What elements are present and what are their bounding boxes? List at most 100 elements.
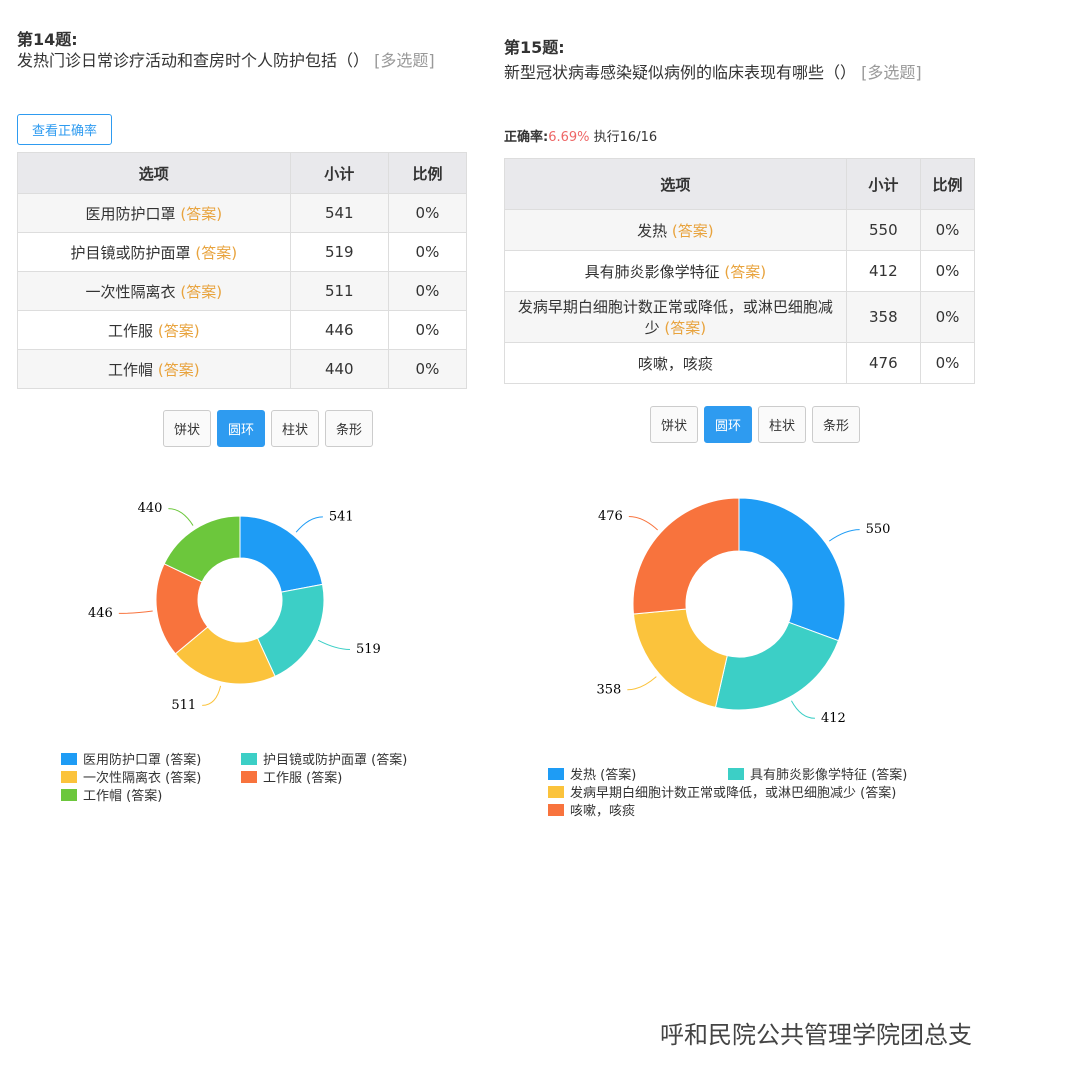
donut-slice: [632, 497, 740, 615]
table-row: 发热 (答案) 550 0%: [504, 209, 976, 251]
accuracy-label: 正确率:: [504, 130, 549, 145]
option-cell: 具有肺炎影像学特征 (答案): [504, 250, 847, 292]
leader-line: [202, 685, 222, 706]
legend-swatch: [241, 753, 257, 765]
legend-label: 发热 (答案): [570, 768, 637, 783]
count-cell: 541: [289, 193, 389, 233]
watermark: 呼和民院公共管理学院团总支: [660, 1021, 972, 1049]
option-text: 具有肺炎影像学特征: [584, 262, 720, 281]
legend-entry: 具有肺炎影像学特征 (答案): [728, 767, 907, 785]
data-label: 550: [866, 522, 891, 537]
data-label: 446: [88, 606, 113, 621]
ratio-cell: 0%: [387, 193, 468, 233]
legend-label: 工作服 (答案): [263, 771, 343, 786]
header-row: 选项 小计 比例: [17, 152, 468, 194]
leader-line: [628, 516, 658, 531]
legend: 发热 (答案) 具有肺炎影像学特征 (答案) 发病早期白细胞计数正常或降低，或淋巴细…: [548, 767, 1008, 821]
question-tag: [多选题]: [861, 63, 922, 82]
ratio-cell: 0%: [919, 250, 976, 292]
count-cell: 358: [845, 291, 921, 343]
legend-entry: 发热 (答案): [548, 767, 708, 785]
legend-entry: 医用防护口罩 (答案): [61, 752, 221, 770]
chart-type-button[interactable]: 条形: [812, 406, 861, 443]
donut-slice: [714, 621, 840, 711]
header-cell: 选项: [17, 152, 291, 194]
legend-swatch: [61, 789, 77, 801]
chart-type-button[interactable]: 圆环: [704, 406, 753, 443]
option-text: 发热: [637, 221, 668, 240]
accuracy-line: 正确率:6.69% 执行16/16: [504, 126, 657, 145]
legend-label: 具有肺炎影像学特征 (答案): [750, 768, 908, 783]
header-cell: 小计: [845, 158, 921, 210]
option-text: 一次性隔离衣: [85, 282, 176, 301]
ratio-cell: 0%: [387, 271, 468, 311]
legend-entry: 咳嗽，咳痰: [548, 803, 708, 821]
count-cell: 440: [289, 349, 389, 389]
header-cell: 比例: [387, 152, 468, 194]
chart-type-button[interactable]: 条形: [325, 410, 374, 447]
header-row: 选项 小计 比例: [504, 158, 976, 210]
data-label: 519: [356, 642, 381, 657]
table-row: 具有肺炎影像学特征 (答案) 412 0%: [504, 250, 976, 292]
chart-type-buttons: 饼状 圆环 柱状 条形: [163, 410, 379, 447]
data-label: 412: [821, 711, 846, 726]
leader-line: [168, 508, 194, 526]
legend-label: 医用防护口罩 (答案): [83, 753, 202, 768]
chart-type-button[interactable]: 饼状: [650, 406, 699, 443]
option-text: 工作帽: [108, 360, 154, 379]
question-body: 新型冠状病毒感染疑似病例的临床表现有哪些（）: [504, 63, 857, 82]
donut-slice: [239, 515, 324, 593]
chart-type-button[interactable]: 圆环: [217, 410, 266, 447]
ratio-cell: 0%: [387, 310, 468, 350]
option-text: 工作服: [108, 321, 154, 340]
leader-line: [295, 516, 323, 533]
option-text: 发病早期白细胞计数正常或降低，或淋巴细胞减少: [517, 298, 833, 337]
answer-tag: (答案): [664, 319, 707, 337]
option-cell: 工作帽 (答案): [17, 349, 291, 389]
option-cell: 发热 (答案): [504, 209, 847, 251]
ratio-cell: 0%: [919, 342, 976, 384]
table-row: 发病早期白细胞计数正常或降低，或淋巴细胞减少 (答案) 358 0%: [504, 291, 976, 343]
donut-chart: 550 412 358 476: [596, 497, 891, 726]
count-cell: 446: [289, 310, 389, 350]
question-number: 第14题:: [17, 30, 78, 49]
ratio-cell: 0%: [919, 209, 976, 251]
ratio-cell: 0%: [919, 291, 976, 343]
option-text: 咳嗽，咳痰: [637, 354, 713, 373]
option-cell: 护目镜或防护面罩 (答案): [17, 232, 291, 272]
ratio-cell: 0%: [387, 349, 468, 389]
data-label: 476: [598, 509, 623, 524]
option-cell: 咳嗽，咳痰: [504, 342, 847, 384]
progress: 执行16/16: [593, 130, 658, 145]
question-tag: [多选题]: [374, 51, 435, 70]
question-number: 第15题:: [504, 38, 565, 57]
option-cell: 医用防护口罩 (答案): [17, 193, 291, 233]
legend-swatch: [61, 771, 77, 783]
legend-label: 发病早期白细胞计数正常或降低，或淋巴细胞减少 (答案): [570, 786, 897, 801]
table-row: 医用防护口罩 (答案) 541 0%: [17, 193, 468, 233]
header-cell: 选项: [504, 158, 847, 210]
leader-line: [317, 639, 350, 651]
accuracy-button[interactable]: 查看正确率: [17, 114, 113, 145]
result-table: 选项 小计 比例 医用防护口罩 (答案) 541 0% 护目镜或防护面罩 (答案) 519 0%…: [17, 152, 468, 389]
count-cell: 519: [289, 232, 389, 272]
chart-type-button[interactable]: 饼状: [163, 410, 212, 447]
chart-type-button[interactable]: 柱状: [271, 410, 320, 447]
option-text: 护目镜或防护面罩: [70, 243, 191, 262]
legend: 医用防护口罩 (答案) 护目镜或防护面罩 (答案) 一次性隔离衣 (答案) 工作服 (…: [61, 752, 461, 806]
legend-entry: 一次性隔离衣 (答案): [61, 770, 221, 788]
table-row: 护目镜或防护面罩 (答案) 519 0%: [17, 232, 468, 272]
answer-tag: (答案): [157, 321, 200, 340]
legend-entry: 护目镜或防护面罩 (答案): [241, 752, 407, 770]
data-label: 511: [171, 698, 196, 713]
chart-type-buttons: 饼状 圆环 柱状 条形: [650, 406, 866, 443]
chart-type-button[interactable]: 柱状: [758, 406, 807, 443]
leader-line: [627, 676, 657, 691]
table-row: 工作服 (答案) 446 0%: [17, 310, 468, 350]
header-cell: 比例: [919, 158, 976, 210]
option-text: 医用防护口罩: [85, 204, 176, 223]
header-cell: 小计: [289, 152, 389, 194]
donut-slice: [163, 515, 241, 583]
answer-tag: (答案): [157, 360, 200, 379]
